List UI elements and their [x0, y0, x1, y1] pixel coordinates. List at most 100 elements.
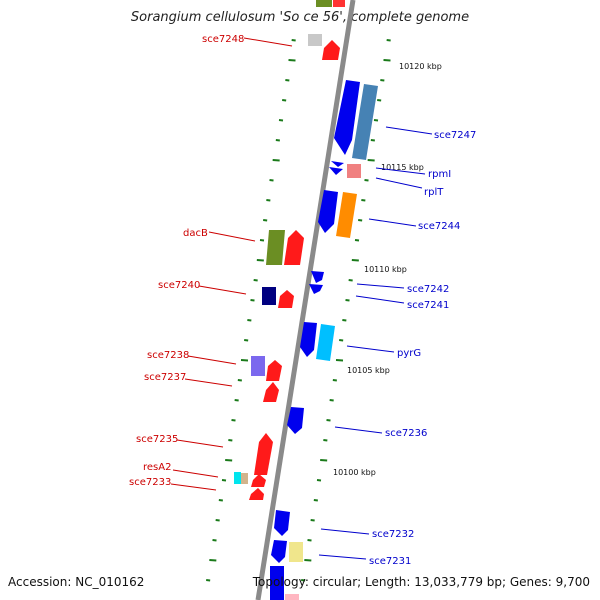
gene-arrow[interactable] — [322, 40, 340, 60]
tick-mark — [332, 379, 337, 382]
gene-label[interactable]: sce7235 — [136, 434, 178, 445]
gene-block[interactable] — [316, 0, 332, 7]
tick-mark — [383, 59, 391, 62]
tick-mark — [386, 39, 391, 42]
gene-arrow[interactable] — [266, 230, 285, 265]
leader-line — [375, 177, 423, 189]
leader-line — [170, 483, 217, 491]
gene-arrow[interactable] — [300, 322, 317, 357]
tick-mark — [373, 119, 379, 122]
tick-mark — [269, 179, 274, 182]
tick-mark — [253, 279, 258, 282]
gene-label[interactable]: sce7236 — [385, 428, 427, 439]
tick-mark — [291, 39, 296, 42]
tick-mark — [266, 199, 271, 202]
tick-mark — [307, 539, 312, 542]
gene-label[interactable]: sce7237 — [144, 372, 186, 383]
scale-label: 10110 kbp — [364, 265, 407, 274]
gene-label[interactable]: sce7233 — [129, 477, 171, 488]
scale-label: 10105 kbp — [347, 366, 390, 375]
gene-label[interactable]: sce7248 — [202, 34, 244, 45]
leader-line — [334, 426, 383, 434]
tick-mark — [316, 479, 322, 482]
gene-arrow[interactable] — [251, 474, 266, 487]
tick-marks — [206, 39, 391, 582]
forward-gene-labels: sce7248 dacB sce7240 sce7238 sce7237 sce… — [129, 34, 293, 491]
tick-mark — [310, 519, 315, 522]
gene-label[interactable]: sce7242 — [407, 284, 449, 295]
accession-label: Accession: NC_010162 — [8, 575, 145, 589]
gene-label[interactable]: sce7244 — [418, 221, 460, 232]
reverse-gene-labels: sce7247 rpmI rplT sce7244 sce7242 sce724… — [318, 126, 476, 567]
gene-block[interactable] — [333, 0, 345, 7]
gene-block[interactable] — [352, 84, 378, 160]
gene-block[interactable] — [336, 192, 357, 238]
gene-block[interactable] — [308, 34, 322, 46]
leader-line — [184, 378, 233, 387]
gene-label[interactable]: sce7231 — [369, 556, 411, 567]
gene-block[interactable] — [316, 324, 335, 361]
tick-mark — [282, 99, 287, 102]
tick-mark — [263, 219, 268, 222]
tick-mark — [326, 419, 331, 422]
tick-mark — [301, 579, 306, 582]
gene-arrow[interactable] — [263, 382, 279, 402]
gene-arrow[interactable] — [254, 433, 273, 475]
tick-mark — [209, 559, 217, 562]
gene-label[interactable]: dacB — [183, 228, 208, 239]
gene-label[interactable]: resA2 — [143, 462, 171, 473]
gene-label[interactable]: sce7232 — [372, 529, 414, 540]
map-title: Sorangium cellulosum 'So ce 56', complet… — [130, 10, 470, 25]
gene-arrow[interactable] — [278, 290, 294, 308]
gene-block[interactable] — [347, 164, 361, 178]
gene-label[interactable]: rpmI — [428, 169, 451, 180]
gene-arrow[interactable] — [329, 167, 343, 175]
gene-arrow[interactable] — [274, 510, 290, 536]
tick-mark — [234, 399, 239, 402]
leader-line — [320, 528, 370, 535]
tick-mark — [345, 299, 350, 302]
gene-label[interactable]: pyrG — [397, 348, 421, 359]
gene-block[interactable] — [289, 542, 303, 562]
leader-line — [346, 345, 395, 353]
gene-arrow[interactable] — [249, 488, 264, 500]
tick-mark — [275, 139, 280, 142]
gene-block[interactable] — [285, 594, 299, 600]
tick-mark — [288, 59, 296, 62]
tick-mark — [335, 359, 344, 362]
gene-label[interactable]: sce7240 — [158, 280, 200, 291]
tick-mark — [370, 139, 375, 142]
tick-mark — [215, 519, 220, 522]
gene-label[interactable]: sce7247 — [434, 130, 476, 141]
gene-label[interactable]: sce7238 — [147, 350, 189, 361]
gene-label[interactable]: sce7241 — [407, 300, 449, 311]
gene-arrow[interactable] — [318, 190, 338, 233]
tick-mark — [339, 339, 344, 342]
gene-block[interactable] — [251, 356, 265, 376]
gene-arrow[interactable] — [271, 540, 287, 563]
gene-arrow[interactable] — [309, 284, 323, 294]
tick-mark — [237, 379, 242, 382]
gene-block[interactable] — [234, 472, 241, 484]
tick-mark — [323, 439, 328, 442]
gene-arrow[interactable] — [284, 230, 304, 265]
leader-line — [172, 469, 219, 478]
gene-arrow[interactable] — [287, 407, 304, 434]
tick-mark — [367, 159, 375, 162]
leader-line — [375, 167, 426, 175]
gene-block[interactable] — [270, 566, 284, 600]
gene-arrow[interactable] — [311, 271, 324, 283]
gene-arrow[interactable] — [334, 80, 360, 155]
gene-label[interactable]: rplT — [424, 187, 444, 198]
gene-block[interactable] — [262, 287, 276, 305]
tick-mark — [231, 419, 236, 422]
gene-arrow[interactable] — [331, 161, 344, 167]
gene-arrow[interactable] — [266, 360, 282, 381]
tick-mark — [206, 579, 211, 582]
tick-mark — [304, 559, 312, 562]
tick-mark — [351, 259, 359, 262]
tick-mark — [348, 279, 353, 282]
tick-mark — [380, 79, 385, 82]
gene-block[interactable] — [241, 473, 248, 484]
